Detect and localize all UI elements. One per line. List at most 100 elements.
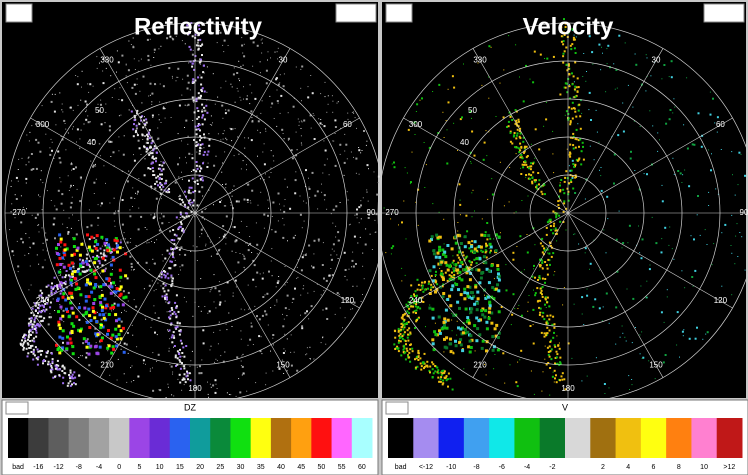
echo bbox=[533, 343, 535, 345]
colorbar-label: 30 bbox=[237, 464, 245, 471]
echo bbox=[292, 298, 294, 300]
echo bbox=[486, 130, 487, 131]
echo bbox=[540, 54, 542, 56]
echo bbox=[434, 370, 436, 372]
echo bbox=[622, 247, 623, 248]
window-button[interactable] bbox=[704, 4, 744, 22]
panel-title: Reflectivity bbox=[134, 13, 263, 40]
echo bbox=[112, 345, 115, 348]
window-button[interactable] bbox=[386, 4, 412, 22]
echo bbox=[180, 340, 182, 342]
echo bbox=[467, 345, 470, 348]
echo bbox=[465, 215, 467, 217]
echo bbox=[157, 184, 159, 186]
echo bbox=[665, 123, 667, 125]
echo bbox=[212, 288, 213, 289]
window-button[interactable] bbox=[6, 402, 28, 414]
echo bbox=[368, 168, 369, 169]
echo bbox=[634, 170, 635, 171]
echo bbox=[508, 125, 510, 127]
echo bbox=[101, 123, 103, 125]
echo bbox=[539, 278, 541, 280]
echo bbox=[457, 321, 458, 322]
echo bbox=[453, 260, 455, 262]
echo bbox=[562, 372, 564, 374]
echo bbox=[244, 309, 245, 310]
echo bbox=[432, 363, 434, 365]
echo bbox=[555, 216, 557, 218]
echo bbox=[244, 148, 245, 149]
echo bbox=[92, 310, 95, 313]
echo bbox=[120, 240, 121, 241]
echo bbox=[225, 138, 226, 139]
echo bbox=[146, 148, 148, 150]
echo bbox=[529, 295, 530, 296]
echo bbox=[351, 266, 352, 267]
echo bbox=[460, 261, 463, 264]
echo bbox=[221, 105, 223, 107]
echo bbox=[32, 328, 34, 330]
echo bbox=[324, 125, 326, 127]
echo bbox=[163, 106, 164, 107]
echo bbox=[71, 228, 72, 229]
echo bbox=[161, 161, 162, 162]
echo bbox=[405, 358, 407, 360]
echo bbox=[154, 52, 155, 53]
echo bbox=[30, 312, 32, 314]
echo bbox=[184, 254, 186, 256]
echo bbox=[332, 112, 333, 113]
echo bbox=[573, 107, 575, 109]
echo bbox=[129, 215, 131, 217]
echo bbox=[314, 240, 316, 242]
echo bbox=[169, 348, 170, 349]
echo bbox=[566, 64, 568, 66]
echo bbox=[57, 360, 59, 362]
echo bbox=[88, 295, 91, 298]
echo bbox=[110, 75, 111, 76]
echo bbox=[138, 228, 140, 230]
echo bbox=[445, 272, 447, 274]
echo bbox=[137, 194, 138, 195]
echo bbox=[519, 149, 521, 151]
echo bbox=[65, 149, 66, 150]
echo bbox=[225, 184, 226, 185]
window-button[interactable] bbox=[336, 4, 376, 22]
echo bbox=[401, 317, 403, 319]
colorbar-label: 4 bbox=[626, 464, 630, 471]
echo bbox=[24, 255, 25, 256]
echo bbox=[398, 328, 400, 330]
echo bbox=[243, 374, 244, 375]
echo bbox=[471, 163, 472, 164]
colorbar-label: -16 bbox=[33, 464, 43, 471]
echo bbox=[99, 262, 101, 264]
echo bbox=[238, 378, 239, 379]
echo bbox=[617, 134, 619, 136]
echo bbox=[530, 79, 531, 80]
echo bbox=[470, 264, 472, 266]
echo bbox=[661, 311, 663, 313]
echo bbox=[221, 172, 222, 173]
echo bbox=[103, 249, 105, 251]
echo bbox=[561, 379, 563, 381]
echo bbox=[154, 183, 156, 185]
echo bbox=[75, 283, 78, 286]
echo bbox=[741, 154, 742, 155]
echo bbox=[122, 303, 125, 306]
echo bbox=[50, 365, 52, 367]
echo bbox=[417, 289, 419, 291]
echo bbox=[156, 361, 157, 362]
echo bbox=[676, 345, 677, 346]
echo bbox=[58, 324, 61, 327]
echo bbox=[413, 293, 415, 295]
echo bbox=[544, 278, 546, 280]
echo bbox=[106, 333, 109, 336]
echo bbox=[492, 194, 494, 196]
echo bbox=[116, 247, 118, 249]
echo bbox=[60, 275, 61, 276]
window-button[interactable] bbox=[386, 402, 408, 414]
echo bbox=[463, 291, 466, 294]
echo bbox=[127, 180, 129, 182]
window-button[interactable] bbox=[6, 4, 32, 22]
echo bbox=[647, 297, 648, 298]
echo bbox=[102, 71, 103, 72]
